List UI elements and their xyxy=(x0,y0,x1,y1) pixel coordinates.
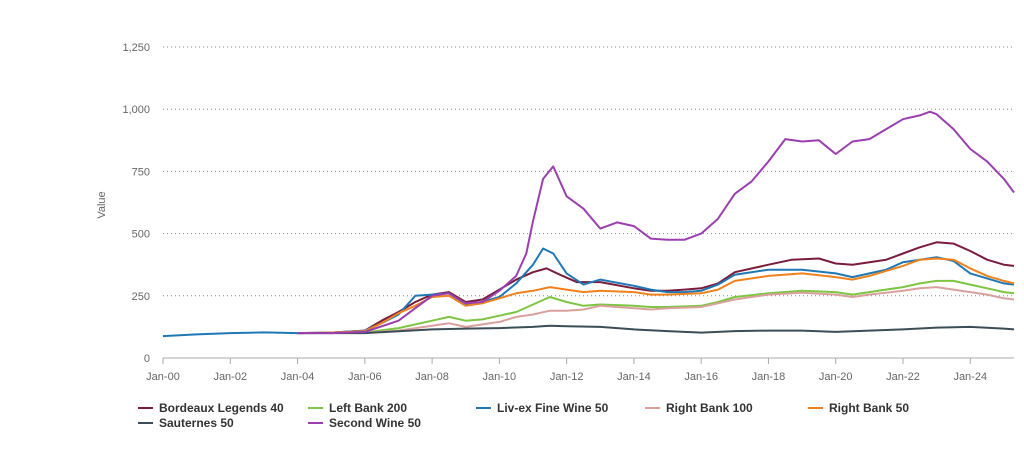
legend-swatch xyxy=(808,407,823,409)
x-tick-label: Jan-16 xyxy=(684,371,718,383)
legend-label: Right Bank 100 xyxy=(666,401,753,415)
legend-label: Sauternes 50 xyxy=(159,416,234,430)
series-line-right-bank-100 xyxy=(297,286,1015,335)
series-line-sauternes-50 xyxy=(297,324,1015,335)
legend-label: Bordeaux Legends 40 xyxy=(159,401,284,415)
legend-swatch xyxy=(308,407,323,409)
x-tick-label: Jan-10 xyxy=(483,371,517,383)
series-line-bordeaux-legends-40 xyxy=(297,241,1015,335)
gridlines xyxy=(163,46,1014,297)
x-tick-label: Jan-14 xyxy=(617,371,651,383)
legend-label: Left Bank 200 xyxy=(329,401,408,415)
series-line-second-wine-50 xyxy=(297,110,1015,335)
legend-label: Right Bank 50 xyxy=(829,401,910,415)
series-lines xyxy=(162,110,1015,338)
x-tick-label: Jan-22 xyxy=(886,371,920,383)
legend-label: Second Wine 50 xyxy=(329,416,421,430)
y-axis-label: Value xyxy=(96,191,108,218)
legend-item[interactable]: Second Wine 50 xyxy=(308,415,421,431)
legend-label: Liv-ex Fine Wine 50 xyxy=(497,401,609,415)
y-tick-label: 750 xyxy=(132,166,150,178)
x-tick-label: Jan-12 xyxy=(550,371,584,383)
line-chart: Jan-00 Jan-02 Jan-04 Jan-06 Jan-08 Jan-10 Jan-… xyxy=(96,42,1015,383)
legend-item[interactable]: Left Bank 200 xyxy=(308,400,407,416)
legend-item[interactable]: Bordeaux Legends 40 xyxy=(138,400,284,416)
y-tick-label: 1,250 xyxy=(122,42,150,54)
legend-item[interactable]: Right Bank 50 xyxy=(808,400,909,416)
legend-item[interactable]: Liv-ex Fine Wine 50 xyxy=(476,400,608,416)
x-tick-label: Jan-24 xyxy=(953,371,987,383)
x-tick-label: Jan-18 xyxy=(752,371,786,383)
legend-swatch xyxy=(645,407,660,409)
y-tick-label: 1,000 xyxy=(122,104,150,116)
x-tick-label: Jan-02 xyxy=(213,371,247,383)
y-tick-label: 500 xyxy=(132,229,150,241)
legend-swatch xyxy=(138,407,153,409)
legend-item[interactable]: Sauternes 50 xyxy=(138,415,234,431)
x-tick-label: Jan-08 xyxy=(415,371,449,383)
y-tick-label: 250 xyxy=(132,291,150,303)
x-tick-label: Jan-00 xyxy=(146,371,180,383)
x-tick-label: Jan-04 xyxy=(281,371,315,383)
series-line-left-bank-200 xyxy=(297,279,1015,335)
legend: Bordeaux Legends 40 Left Bank 200 Liv-ex F… xyxy=(138,400,1018,434)
legend-swatch xyxy=(138,422,153,424)
y-tick-label: 0 xyxy=(144,353,150,365)
x-tick-label: Jan-06 xyxy=(348,371,382,383)
x-tick-label: Jan-20 xyxy=(819,371,853,383)
legend-swatch xyxy=(476,407,491,409)
y-axis-ticks: 0 250 500 750 1,000 1,250 xyxy=(122,42,150,365)
x-axis: Jan-00 Jan-02 Jan-04 Jan-06 Jan-08 Jan-10 Jan-… xyxy=(146,357,1014,383)
legend-swatch xyxy=(308,422,323,424)
legend-item[interactable]: Right Bank 100 xyxy=(645,400,753,416)
